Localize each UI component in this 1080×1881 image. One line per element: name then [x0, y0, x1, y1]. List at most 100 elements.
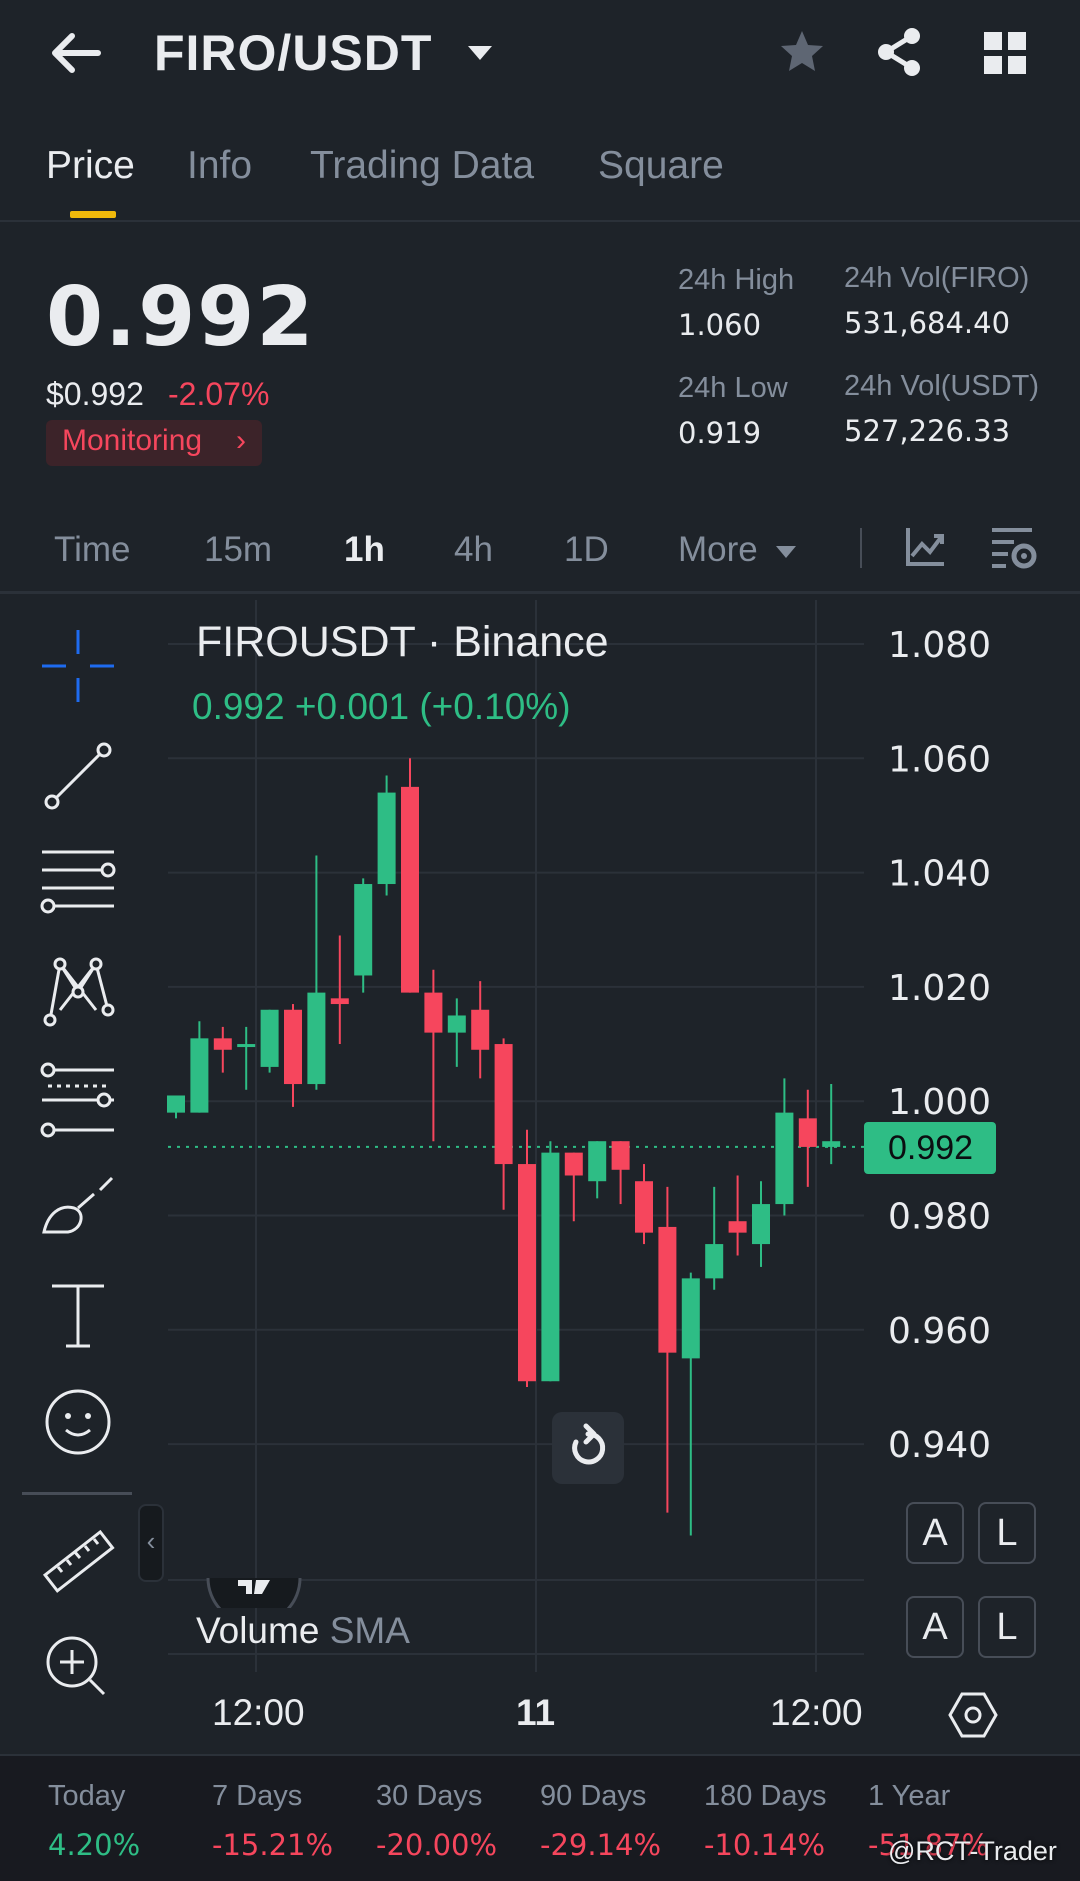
main-tabs: Price Info Trading Data Square	[0, 130, 1080, 222]
tab-info[interactable]: Info	[187, 144, 253, 187]
interval-divider	[860, 528, 862, 568]
high-value: 1.060	[678, 308, 762, 342]
watermark: @RCT-Trader	[888, 1836, 1057, 1866]
interval-15m[interactable]: 15m	[204, 530, 273, 569]
candle-body	[471, 1009, 490, 1050]
caret-down-icon[interactable]	[466, 44, 494, 62]
zoom-in-icon[interactable]	[38, 1628, 118, 1708]
perf-value-7d: -15.21%	[212, 1828, 334, 1862]
interval-1d[interactable]: 1D	[564, 530, 609, 569]
vol-base-value: 531,684.40	[844, 306, 1011, 340]
horizontal-lines-icon[interactable]	[38, 842, 118, 922]
tab-price[interactable]: Price	[46, 144, 135, 187]
low-label: 24h Low	[678, 372, 788, 404]
caret-down-icon	[776, 545, 797, 558]
interval-1h[interactable]: 1h	[344, 530, 385, 569]
perf-label-30d: 30 Days	[376, 1780, 483, 1812]
toolbar-divider	[22, 1492, 132, 1495]
change-percent: -2.07%	[168, 376, 270, 412]
candle-body	[588, 1141, 607, 1182]
candle-body	[237, 1044, 256, 1048]
candlestick-chart[interactable]: 1.080 1.060 1.040 1.020 1.000 0.980 0.960 0.940	[0, 600, 1080, 1680]
perf-label-180d: 180 Days	[704, 1780, 827, 1812]
pattern-icon[interactable]	[38, 950, 118, 1030]
candle-body	[728, 1221, 747, 1233]
hexagon-settings-icon[interactable]	[948, 1690, 998, 1740]
ruler-icon[interactable]	[38, 1522, 118, 1602]
reset-chart-button[interactable]	[552, 1412, 624, 1484]
tab-trading-data[interactable]: Trading Data	[310, 144, 535, 187]
candle-body	[658, 1226, 677, 1353]
volume-log-scale-button[interactable]: L	[978, 1596, 1036, 1658]
interval-bar: Time 15m 1h 4h 1D More	[0, 520, 1080, 594]
perf-value-today: 4.20%	[48, 1828, 141, 1862]
top-bar: FIRO/USDT	[0, 0, 1080, 110]
star-icon[interactable]	[778, 28, 826, 76]
time-label: 12:00	[212, 1692, 305, 1733]
last-price: 0.992	[46, 270, 316, 365]
perf-value-30d: -20.00%	[376, 1828, 498, 1862]
candle-body	[705, 1244, 724, 1279]
volume-auto-scale-button[interactable]: A	[906, 1596, 964, 1658]
emoji-icon[interactable]	[38, 1382, 118, 1462]
candle-body	[424, 992, 443, 1033]
vol-quote-label: 24h Vol(USDT)	[844, 370, 1040, 402]
candle-body	[167, 1095, 185, 1113]
perf-label-1y: 1 Year	[868, 1780, 951, 1812]
candle-body	[564, 1152, 583, 1176]
candle-body	[541, 1152, 560, 1382]
perf-label-today: Today	[48, 1780, 126, 1812]
collapse-toolbar-button[interactable]: ‹	[138, 1504, 164, 1582]
perf-label-90d: 90 Days	[540, 1780, 647, 1812]
candle-body	[494, 1044, 513, 1165]
brush-icon[interactable]	[38, 1168, 118, 1248]
perf-value-90d: -29.14%	[540, 1828, 662, 1862]
volume-title: Volume	[196, 1610, 320, 1651]
trend-line-icon[interactable]	[38, 736, 118, 816]
candle-body	[822, 1141, 841, 1147]
candle-body	[775, 1112, 794, 1205]
interval-more-label: More	[678, 530, 758, 569]
perf-value-1y: -51.87%	[868, 1828, 990, 1862]
y-tick-label: 0.980	[888, 1197, 991, 1238]
candle-body	[377, 792, 396, 885]
chart-settings-icon[interactable]	[990, 524, 1038, 572]
candle-body	[635, 1181, 653, 1233]
tradingview-logo-icon	[206, 1578, 302, 1608]
crosshair-icon[interactable]	[38, 626, 118, 706]
indicator-icon[interactable]	[904, 524, 948, 568]
interval-4h[interactable]: 4h	[454, 530, 493, 569]
candle-body	[681, 1278, 700, 1359]
time-label-day: 11	[516, 1692, 556, 1733]
high-label: 24h High	[678, 264, 795, 296]
interval-time[interactable]: Time	[54, 530, 131, 569]
auto-scale-button[interactable]: A	[906, 1502, 964, 1564]
y-tick-label: 1.040	[888, 854, 991, 895]
time-label: 12:00	[770, 1692, 863, 1733]
chart-symbol: FIROUSDT · Binance	[196, 618, 609, 666]
candle-body	[190, 1038, 209, 1113]
candle-body	[260, 1009, 279, 1067]
candle-body	[447, 1015, 466, 1033]
pair-title[interactable]: FIRO/USDT	[154, 25, 433, 81]
perf-value-180d: -10.14%	[704, 1828, 826, 1862]
monitoring-button[interactable]: Monitoring ›	[46, 420, 262, 466]
y-tick-label: 0.940	[888, 1425, 991, 1466]
grid-icon[interactable]	[984, 32, 1026, 74]
back-arrow-icon[interactable]	[48, 28, 104, 78]
share-icon[interactable]	[874, 26, 924, 78]
vol-base-label: 24h Vol(FIRO)	[844, 262, 1030, 294]
candle-body	[307, 992, 326, 1085]
reset-icon	[572, 1423, 606, 1465]
y-tick-label: 1.060	[888, 739, 991, 780]
log-scale-button[interactable]: L	[978, 1502, 1036, 1564]
candle-body	[213, 1038, 232, 1050]
tab-square[interactable]: Square	[598, 144, 724, 187]
low-value: 0.919	[678, 416, 762, 450]
y-tick-label: 1.000	[888, 1082, 991, 1123]
performance-strip: Today 4.20% 7 Days -15.21% 30 Days -20.0…	[0, 1754, 1080, 1881]
fib-icon[interactable]	[38, 1060, 118, 1140]
text-icon[interactable]	[38, 1276, 118, 1356]
interval-more[interactable]: More	[678, 530, 797, 570]
current-price-tag: 0.992	[864, 1122, 996, 1174]
